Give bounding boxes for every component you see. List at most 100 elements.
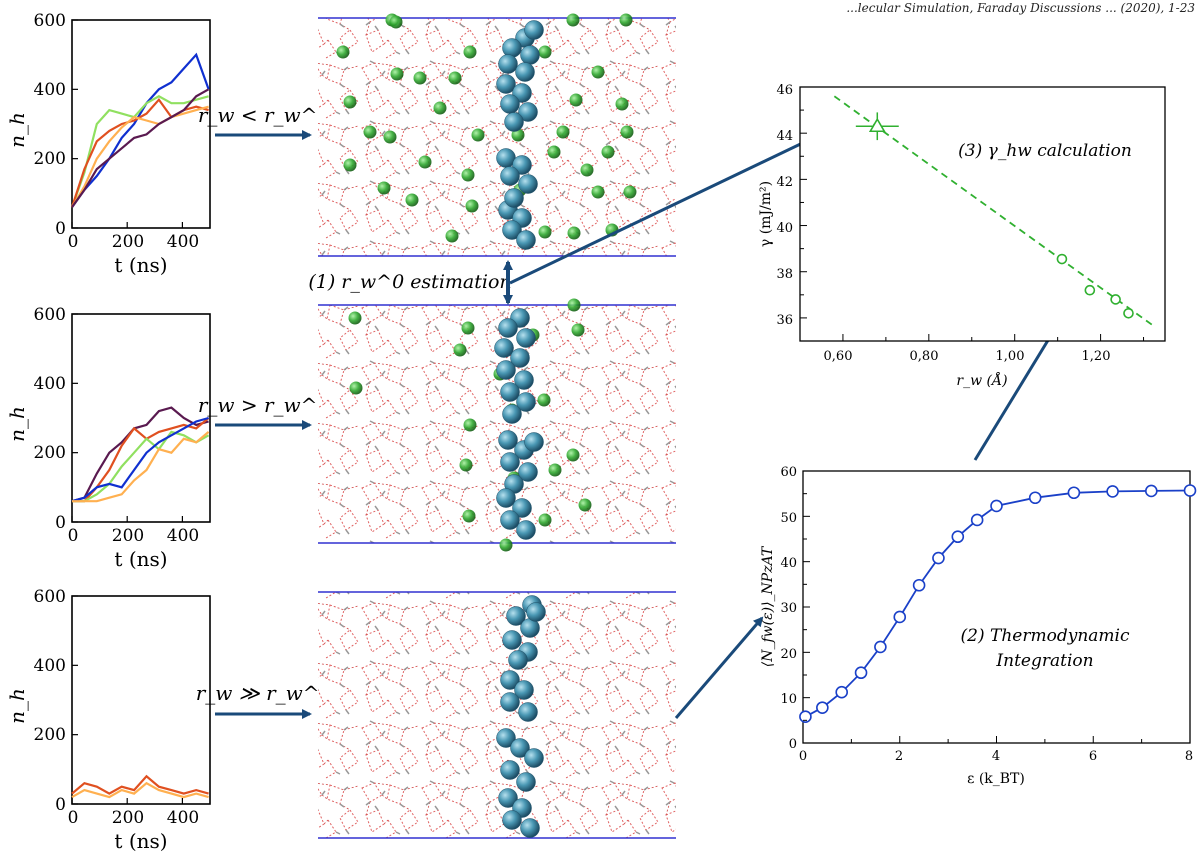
guest-molecule xyxy=(569,93,583,107)
nh-plot-1-xlabel: t (ns) xyxy=(114,253,167,277)
guest-molecule xyxy=(571,323,585,337)
nh-plot-2-xticks: 0 200 400 xyxy=(68,526,200,546)
hydrate-atom xyxy=(520,818,540,838)
ytick-label: 46 xyxy=(776,83,793,98)
ytick-label: 50 xyxy=(780,511,797,526)
xtick-label: 8 xyxy=(1185,749,1193,764)
series-line xyxy=(71,105,209,208)
hydrate-atom xyxy=(514,370,534,390)
nh-plot-3-xticks: 0 200 400 xyxy=(68,808,200,828)
xtick-label: 4 xyxy=(992,749,1000,764)
guest-molecule xyxy=(349,381,363,395)
xtick-label: 0 xyxy=(799,749,807,764)
guest-molecule xyxy=(623,185,637,199)
hydrate-atom xyxy=(524,20,544,40)
guest-molecule xyxy=(390,67,404,81)
nh-plot-2-yticks: 600 400 200 0 xyxy=(34,305,66,533)
xtick-label: 2 xyxy=(895,749,903,764)
snapshot-2 xyxy=(318,298,676,552)
guest-molecule xyxy=(567,298,581,312)
ytick-label: 0 xyxy=(55,513,66,533)
xtick-label: 0 xyxy=(68,808,79,828)
ytick-label: 44 xyxy=(776,129,793,144)
xtick-label: 200 xyxy=(112,526,144,546)
data-point xyxy=(1123,307,1134,319)
guest-molecule xyxy=(448,71,462,85)
guest-molecule xyxy=(348,311,362,325)
hydrate-atom xyxy=(500,452,520,472)
series-line xyxy=(72,430,210,503)
hydrate-atom xyxy=(502,630,522,650)
gamma-xlabel: r_w (Å) xyxy=(956,371,1007,389)
ti-plot-marks xyxy=(799,470,1197,744)
ytick-label: 10 xyxy=(780,692,797,707)
series-line xyxy=(70,95,209,208)
hydrate-atom xyxy=(504,188,524,208)
ti-plot-frame xyxy=(802,470,1191,744)
gamma-yticks: 36 38 40 42 44 46 xyxy=(776,83,793,328)
arrow-3-label: r_w ≫ r_w^0 xyxy=(196,681,333,705)
guest-molecule xyxy=(566,13,580,27)
guest-molecule xyxy=(461,168,475,182)
series-line xyxy=(71,88,210,208)
guest-molecule xyxy=(499,538,513,552)
guest-molecule xyxy=(578,498,592,512)
snapshot-3 xyxy=(318,591,676,839)
hydrate-atom xyxy=(510,738,530,758)
gamma-plot-marks xyxy=(800,86,1153,341)
nh-plot-2-frame xyxy=(71,313,211,523)
hydrate-atom xyxy=(516,328,536,348)
hydrate-atom xyxy=(502,220,522,240)
arrow-2-label: r_w > r_w^0 xyxy=(198,393,331,417)
ytick-label: 38 xyxy=(776,267,793,282)
nh-plot-1: 600 400 200 0 0 200 400 n_h t (ns) xyxy=(5,11,211,277)
nh-plot-3-xlabel: t (ns) xyxy=(114,829,167,853)
xtick-label: 400 xyxy=(167,526,199,546)
series-line xyxy=(72,431,210,503)
hydrate-atom xyxy=(516,392,536,412)
hydrate-atom xyxy=(498,318,518,338)
hydrate-atom xyxy=(498,430,518,450)
guest-molecule xyxy=(462,509,476,523)
hydrate-atom xyxy=(500,670,520,690)
hydrate-atom xyxy=(514,680,534,700)
arrow-to-gamma-plot xyxy=(509,125,838,285)
guest-molecule xyxy=(459,458,473,472)
hydrate-atom xyxy=(500,382,520,402)
hydrate-atom xyxy=(516,772,536,792)
nh-plot-1-yticks: 600 400 200 0 xyxy=(34,11,66,239)
series-line xyxy=(71,781,209,799)
data-point xyxy=(874,640,887,654)
guest-molecule xyxy=(363,125,377,139)
fit-line xyxy=(833,95,1153,326)
snapshot-1 xyxy=(318,13,676,257)
hydrate-atom xyxy=(500,94,520,114)
guest-molecule xyxy=(413,71,427,85)
guest-molecule xyxy=(433,101,447,115)
guest-molecule xyxy=(538,513,552,527)
guest-molecule xyxy=(615,97,629,111)
hydrate-atom xyxy=(500,760,520,780)
data-point xyxy=(970,513,984,527)
hydrate-atom xyxy=(506,606,526,626)
ytick-label: 40 xyxy=(780,556,797,571)
xtick-label: 0 xyxy=(68,526,79,546)
nh-plot-3-ylabel: n_h xyxy=(5,688,29,724)
hydrate-atom xyxy=(520,45,540,65)
guest-molecule xyxy=(463,418,477,432)
guest-molecule xyxy=(619,13,633,27)
guest-molecule xyxy=(445,229,459,243)
ytick-label: 600 xyxy=(34,305,66,325)
hydrate-atom xyxy=(518,702,538,722)
nh-plot-1-frame xyxy=(71,19,211,229)
hydrate-cluster xyxy=(496,595,546,838)
guest-molecule xyxy=(538,45,552,59)
xtick-label: 1,00 xyxy=(996,349,1025,364)
ti-ylabel: ⟨N_fw(ε)⟩_NPzAT xyxy=(760,545,776,667)
guest-molecule xyxy=(547,145,561,159)
nh-plot-2: 600 400 200 0 0 200 400 n_h t (ns) xyxy=(5,305,211,571)
ti-plot: 0 2 4 6 8 0 10 20 30 40 50 60 ⟨N_fw(ε)⟩_… xyxy=(760,465,1197,787)
hydrate-atom xyxy=(500,166,520,186)
guest-molecule xyxy=(465,199,479,213)
